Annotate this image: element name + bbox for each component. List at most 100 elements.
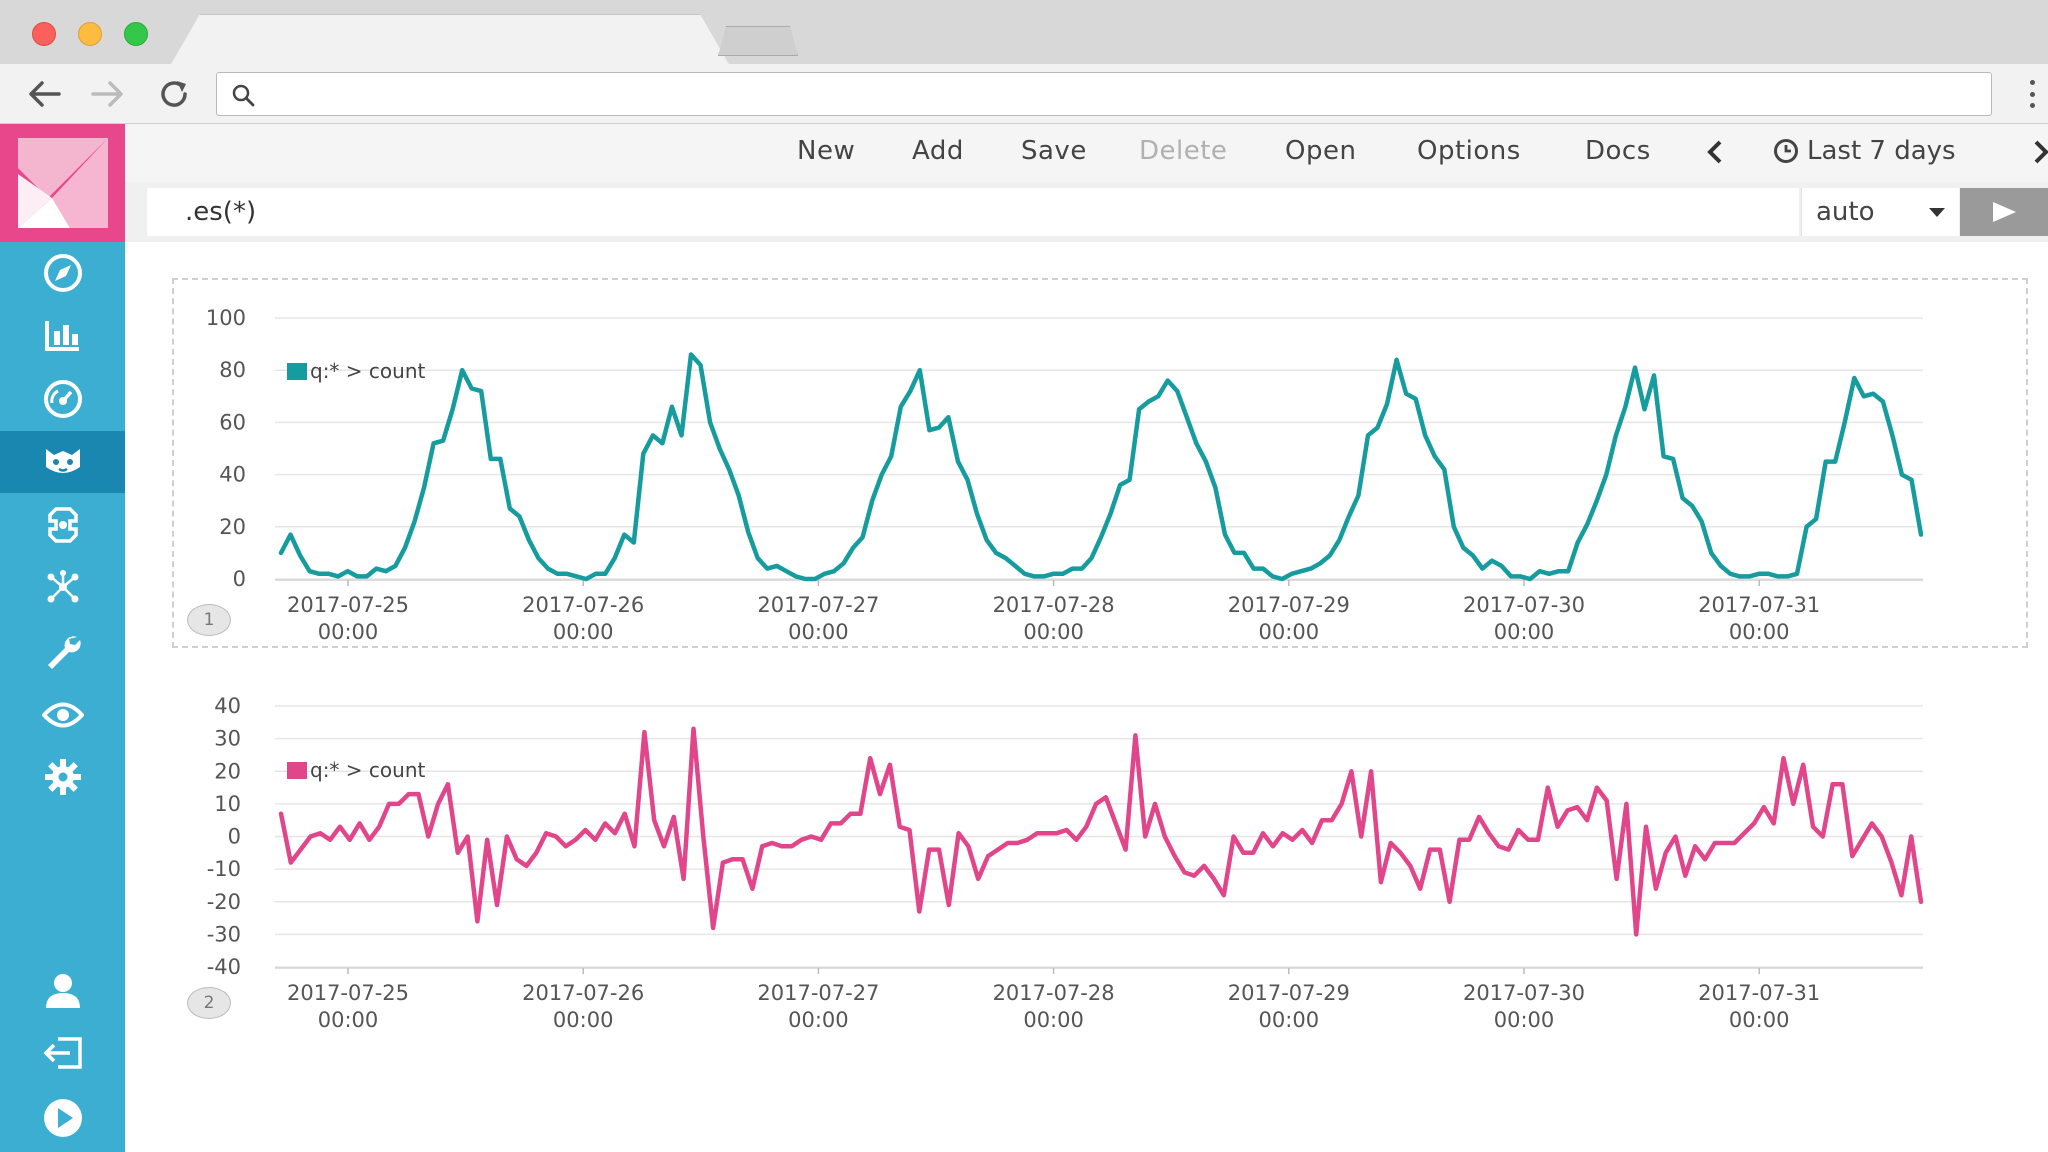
y-tick-label: -10	[207, 857, 241, 881]
time-picker[interactable]: Last 7 days	[1773, 136, 1956, 166]
sidebar-item-collapse[interactable]	[0, 1087, 125, 1149]
open-button[interactable]: Open	[1285, 136, 1357, 166]
x-tick-label-time: 00:00	[1259, 620, 1320, 644]
x-tick-label-time: 00:00	[553, 1008, 614, 1032]
kibana-logo[interactable]	[0, 124, 125, 242]
delete-button[interactable]: Delete	[1139, 136, 1228, 166]
add-button[interactable]: Add	[912, 136, 964, 166]
sidebar-item-timelion[interactable]	[0, 431, 125, 493]
docs-button[interactable]: Docs	[1585, 136, 1651, 166]
more-icon[interactable]	[2022, 76, 2042, 112]
chevron-left-icon	[1707, 140, 1722, 164]
sidebar-item-visualize[interactable]	[0, 304, 125, 366]
x-tick-label-date: 2017-07-31	[1698, 981, 1820, 1005]
play-icon	[1993, 202, 2016, 222]
run-button[interactable]	[1960, 188, 2048, 236]
gear-icon	[44, 759, 81, 795]
x-tick-label-date: 2017-07-26	[522, 593, 644, 617]
expression-input[interactable]: .es(*)	[147, 188, 1799, 236]
new-tab-button[interactable]	[718, 26, 798, 56]
sidebar-item-discover[interactable]	[0, 242, 125, 304]
y-tick-label: -20	[207, 890, 241, 914]
x-tick-label-time: 00:00	[1259, 1008, 1320, 1032]
minimize-window-button[interactable]	[78, 22, 102, 46]
x-tick-label-time: 00:00	[788, 620, 849, 644]
legend-label: q:* > count	[310, 359, 425, 383]
back-button[interactable]	[22, 72, 66, 116]
tab-bar	[0, 0, 2048, 66]
back-arrow-icon	[29, 81, 61, 107]
y-tick-label: 60	[219, 410, 246, 434]
search-icon	[232, 84, 255, 107]
x-tick-label-time: 00:00	[1023, 1008, 1084, 1032]
reload-icon	[161, 81, 187, 107]
new-button[interactable]: New	[797, 136, 856, 166]
chevron-right-icon	[2034, 140, 2048, 164]
chart-panel-2[interactable]: 40 30 20 10 0 -10 -20 -30 -40 2017-07-25 00:00 2017…	[125, 659, 2048, 1059]
time-range-label: Last 7 days	[1807, 136, 1956, 166]
close-window-button[interactable]	[32, 22, 56, 46]
x-tick-label-date: 2017-07-25	[287, 593, 409, 617]
graph-icon	[47, 570, 78, 603]
sidebar-item-management[interactable]	[0, 746, 125, 808]
maximize-window-button[interactable]	[124, 22, 148, 46]
logout-icon	[43, 1037, 82, 1069]
x-tick-label-date: 2017-07-28	[993, 981, 1115, 1005]
y-tick-label: 20	[214, 759, 241, 783]
sidebar-item-dashboard[interactable]	[0, 368, 125, 430]
legend-swatch	[287, 762, 307, 779]
x-tick-label-time: 00:00	[1729, 620, 1790, 644]
address-bar[interactable]	[216, 72, 1992, 116]
x-tick-label-date: 2017-07-29	[1228, 981, 1350, 1005]
x-tick-label-time: 00:00	[318, 620, 379, 644]
gauge-icon	[43, 380, 82, 418]
y-tick-label: 80	[219, 358, 246, 382]
y-tick-label: 0	[228, 825, 241, 849]
y-tick-label: 100	[206, 306, 246, 330]
wrench-icon	[47, 636, 81, 669]
panel-badge-1: 1	[187, 604, 231, 636]
y-tick-label: -40	[207, 955, 241, 979]
save-button[interactable]: Save	[1021, 136, 1087, 166]
x-tick-label-time: 00:00	[1023, 620, 1084, 644]
caret-down-icon	[1929, 208, 1945, 217]
forward-button[interactable]	[86, 72, 130, 116]
sidebar-item-canvas[interactable]	[0, 494, 125, 556]
chart-panel-1[interactable]: 100 80 60 40 20 0 2017-07-25 00:00 2017-07-26 00:…	[125, 278, 2048, 648]
x-tick-label-time: 00:00	[788, 1008, 849, 1032]
x-tick-label-time: 00:00	[1494, 1008, 1555, 1032]
x-tick-label-date: 2017-07-25	[287, 981, 409, 1005]
sidebar-item-dev-tools[interactable]	[0, 620, 125, 682]
browser-tab-active[interactable]	[170, 14, 730, 66]
interval-select[interactable]: auto	[1801, 188, 1959, 236]
time-back-button[interactable]	[1705, 138, 1725, 173]
y-tick-label: 30	[214, 727, 241, 751]
y-tick-label: 40	[219, 463, 246, 487]
legend-label: q:* > count	[310, 758, 425, 782]
time-forward-button[interactable]	[2031, 138, 2048, 173]
interval-value: auto	[1816, 197, 1875, 227]
y-tick-label: 40	[214, 694, 241, 718]
x-tick-label-time: 00:00	[1494, 620, 1555, 644]
line-chart-1: 100 80 60 40 20 0 2017-07-25 00:00 2017-07-26 00:…	[206, 306, 1924, 644]
sidebar-item-monitoring[interactable]	[0, 684, 125, 746]
options-button[interactable]: Options	[1417, 136, 1521, 166]
selected-panel-border	[172, 278, 2028, 648]
compass-icon	[43, 254, 82, 292]
x-tick-label-date: 2017-07-30	[1463, 593, 1585, 617]
sidebar-item-user[interactable]	[0, 960, 125, 1022]
clock-icon	[1774, 139, 1798, 163]
x-tick-label-time: 00:00	[318, 1008, 379, 1032]
y-tick-label: 0	[233, 567, 246, 591]
series-line	[278, 352, 1924, 582]
x-tick-label-date: 2017-07-28	[993, 593, 1115, 617]
reload-button[interactable]	[152, 72, 196, 116]
y-tick-label: -30	[207, 922, 241, 946]
sidebar-item-graph[interactable]	[0, 556, 125, 618]
timelion-icon	[45, 449, 80, 473]
sidebar-item-logout[interactable]	[0, 1022, 125, 1084]
play-icon	[43, 1099, 82, 1137]
top-nav: New Add Save Delete Open Options Docs La…	[125, 124, 2048, 182]
eye-icon	[41, 702, 84, 728]
user-icon	[45, 974, 80, 1008]
